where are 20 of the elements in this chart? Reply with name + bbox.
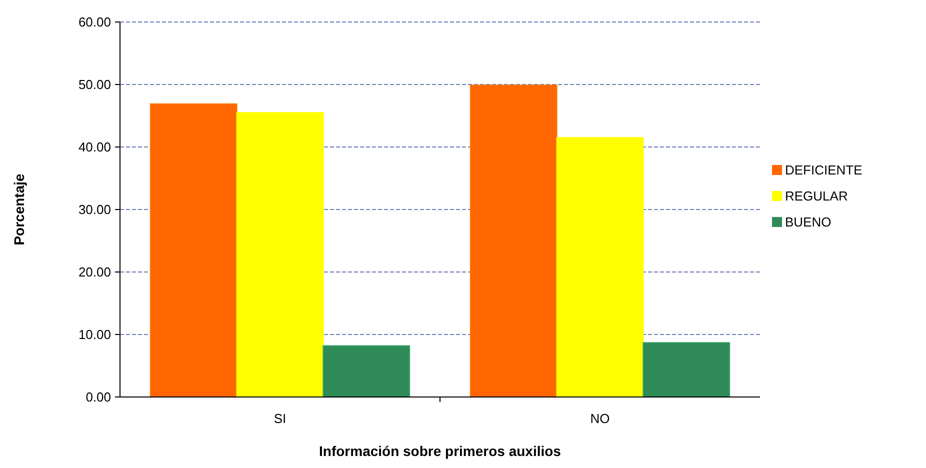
y-tick-label: 20.00 xyxy=(78,264,111,280)
x-tick-label: NO xyxy=(590,411,610,426)
bar xyxy=(322,345,410,398)
y-tick-label: 40.00 xyxy=(78,140,111,155)
bar xyxy=(236,112,324,398)
x-axis-title: Información sobre primeros auxilios xyxy=(319,443,562,459)
legend-label: BUENO xyxy=(785,214,832,230)
legend-label: REGULAR xyxy=(785,188,848,204)
bar xyxy=(470,84,558,398)
legend-label: DEFICIENTE xyxy=(785,162,863,178)
x-tick-label: SI xyxy=(274,411,286,426)
y-tick-label: 10.00 xyxy=(78,327,111,342)
y-tick-label: 50.00 xyxy=(78,77,111,92)
y-tick-label: 60.00 xyxy=(78,14,111,30)
bar xyxy=(150,103,238,398)
y-tick-label: 30.00 xyxy=(78,202,111,218)
bar xyxy=(642,342,730,398)
y-axis-title: Porcentaje xyxy=(11,173,27,246)
y-tick-label: 0.00 xyxy=(86,390,111,405)
bar xyxy=(556,137,644,398)
